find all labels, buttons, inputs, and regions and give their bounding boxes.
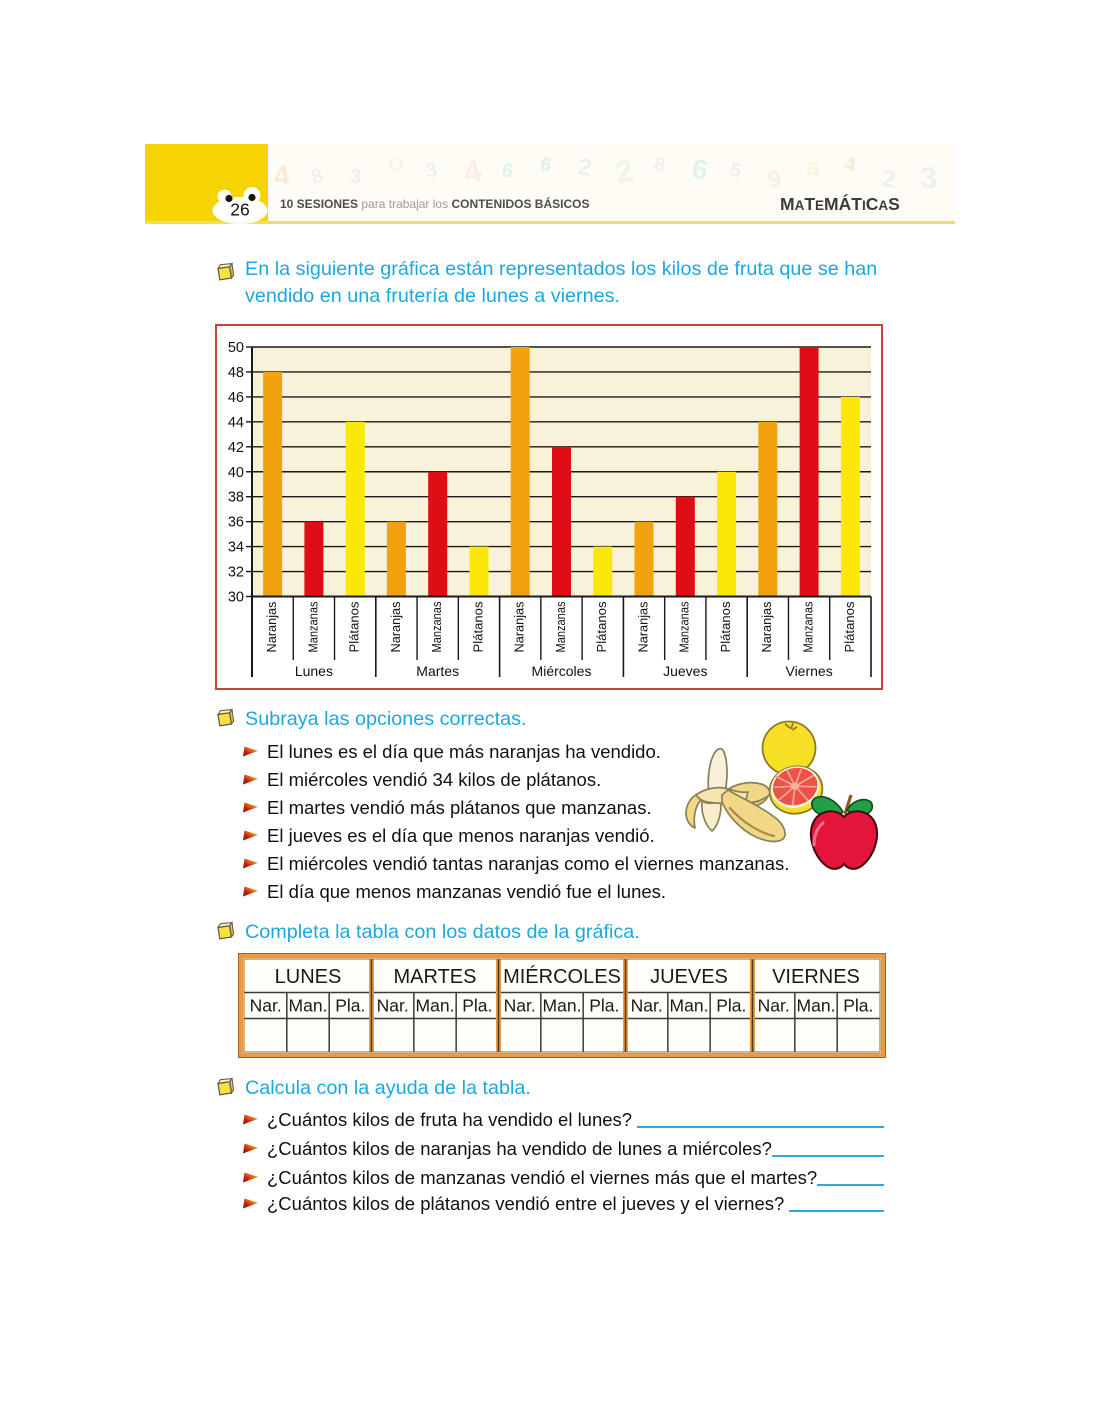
svg-text:Manzanas: Manzanas [677, 601, 692, 652]
svg-text:Man.: Man. [670, 996, 709, 1016]
svg-text:Naranjas: Naranjas [512, 601, 527, 652]
svg-text:46: 46 [228, 390, 244, 406]
svg-text:MIÉRCOLES: MIÉRCOLES [503, 965, 621, 988]
svg-text:LUNES: LUNES [275, 966, 342, 988]
svg-text:Pla.: Pla. [589, 996, 619, 1016]
svg-text:MARTES: MARTES [394, 966, 477, 988]
svg-text:Miércoles: Miércoles [532, 663, 592, 679]
svg-text:Man.: Man. [289, 996, 328, 1016]
svg-text:Naranjas: Naranjas [635, 601, 650, 652]
svg-text:Pla.: Pla. [716, 996, 746, 1016]
svg-text:Lunes: Lunes [295, 663, 333, 679]
svg-text:42: 42 [228, 440, 244, 456]
svg-text:Pla.: Pla. [462, 996, 492, 1016]
svg-text:Nar.: Nar. [250, 996, 282, 1016]
svg-text:Plátanos: Plátanos [594, 601, 609, 653]
svg-text:Pla.: Pla. [335, 996, 365, 1016]
svg-text:Man.: Man. [416, 996, 455, 1016]
svg-text:VIERNES: VIERNES [772, 966, 860, 988]
svg-text:Viernes: Viernes [785, 663, 832, 679]
svg-text:Manzanas: Manzanas [429, 601, 444, 652]
svg-text:30: 30 [228, 590, 244, 606]
svg-text:38: 38 [228, 490, 244, 506]
svg-text:Plátanos: Plátanos [842, 601, 857, 653]
svg-text:Plátanos: Plátanos [347, 601, 362, 653]
svg-text:Nar.: Nar. [504, 996, 536, 1016]
svg-text:Nar.: Nar. [631, 996, 663, 1016]
svg-text:Naranjas: Naranjas [759, 601, 774, 652]
svg-text:44: 44 [228, 415, 244, 431]
svg-text:Plátanos: Plátanos [470, 601, 485, 653]
svg-text:32: 32 [228, 565, 244, 581]
svg-text:Nar.: Nar. [758, 996, 790, 1016]
svg-text:26: 26 [230, 200, 249, 220]
svg-text:40: 40 [228, 465, 244, 481]
svg-text:JUEVES: JUEVES [650, 966, 728, 988]
svg-text:Plátanos: Plátanos [718, 601, 733, 653]
svg-text:Man.: Man. [543, 996, 582, 1016]
svg-text:Jueves: Jueves [663, 663, 707, 679]
svg-text:Pla.: Pla. [843, 996, 873, 1016]
svg-text:Martes: Martes [416, 663, 459, 679]
svg-text:Naranjas: Naranjas [264, 601, 279, 652]
svg-text:Manzanas: Manzanas [801, 601, 816, 652]
svg-text:36: 36 [228, 515, 244, 531]
svg-text:50: 50 [228, 340, 244, 356]
svg-text:Man.: Man. [797, 996, 836, 1016]
svg-text:34: 34 [228, 540, 244, 556]
svg-text:48: 48 [228, 365, 244, 381]
svg-text:Manzanas: Manzanas [553, 601, 568, 652]
svg-text:Naranjas: Naranjas [388, 601, 403, 652]
svg-text:Nar.: Nar. [377, 996, 409, 1016]
svg-text:Manzanas: Manzanas [305, 601, 320, 652]
